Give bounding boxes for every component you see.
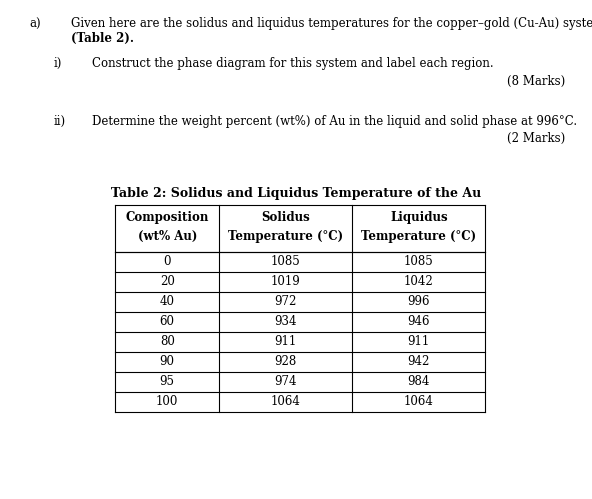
Text: (8 Marks): (8 Marks) bbox=[507, 75, 565, 88]
Text: 1085: 1085 bbox=[271, 255, 301, 268]
Text: (wt% Au): (wt% Au) bbox=[137, 230, 197, 243]
Text: 80: 80 bbox=[160, 335, 175, 348]
Text: 911: 911 bbox=[408, 335, 430, 348]
Text: 972: 972 bbox=[275, 295, 297, 308]
Text: Solidus: Solidus bbox=[261, 211, 310, 224]
Text: 984: 984 bbox=[408, 375, 430, 388]
Text: 40: 40 bbox=[160, 295, 175, 308]
Text: Given here are the solidus and liquidus temperatures for the copper–gold (Cu-Au): Given here are the solidus and liquidus … bbox=[71, 17, 592, 30]
Text: Temperature (°C): Temperature (°C) bbox=[228, 230, 343, 243]
Text: 942: 942 bbox=[408, 355, 430, 368]
Text: Determine the weight percent (wt%) of Au in the liquid and solid phase at 996°C.: Determine the weight percent (wt%) of Au… bbox=[92, 115, 577, 128]
Text: i): i) bbox=[53, 57, 62, 70]
Text: 20: 20 bbox=[160, 275, 175, 288]
Text: 60: 60 bbox=[160, 315, 175, 328]
Text: 974: 974 bbox=[274, 375, 297, 388]
Text: (2 Marks): (2 Marks) bbox=[507, 132, 565, 145]
Text: 100: 100 bbox=[156, 395, 178, 408]
Text: 1042: 1042 bbox=[404, 275, 434, 288]
Text: Temperature (°C): Temperature (°C) bbox=[361, 230, 477, 243]
Text: 1064: 1064 bbox=[271, 395, 301, 408]
Text: 0: 0 bbox=[163, 255, 171, 268]
Text: 934: 934 bbox=[274, 315, 297, 328]
Text: 90: 90 bbox=[160, 355, 175, 368]
Text: (Table 2).: (Table 2). bbox=[71, 32, 134, 45]
Text: 996: 996 bbox=[407, 295, 430, 308]
Text: 1064: 1064 bbox=[404, 395, 434, 408]
Text: a): a) bbox=[30, 17, 41, 30]
Text: ii): ii) bbox=[53, 115, 65, 128]
Text: 911: 911 bbox=[275, 335, 297, 348]
Text: Composition: Composition bbox=[126, 211, 209, 224]
Text: Table 2: Solidus and Liquidus Temperature of the Au: Table 2: Solidus and Liquidus Temperatur… bbox=[111, 187, 481, 200]
Text: 946: 946 bbox=[407, 315, 430, 328]
Text: Liquidus: Liquidus bbox=[390, 211, 448, 224]
Text: 928: 928 bbox=[275, 355, 297, 368]
Text: 95: 95 bbox=[160, 375, 175, 388]
Text: 1019: 1019 bbox=[271, 275, 301, 288]
Text: Construct the phase diagram for this system and label each region.: Construct the phase diagram for this sys… bbox=[92, 57, 493, 70]
Text: 1085: 1085 bbox=[404, 255, 434, 268]
